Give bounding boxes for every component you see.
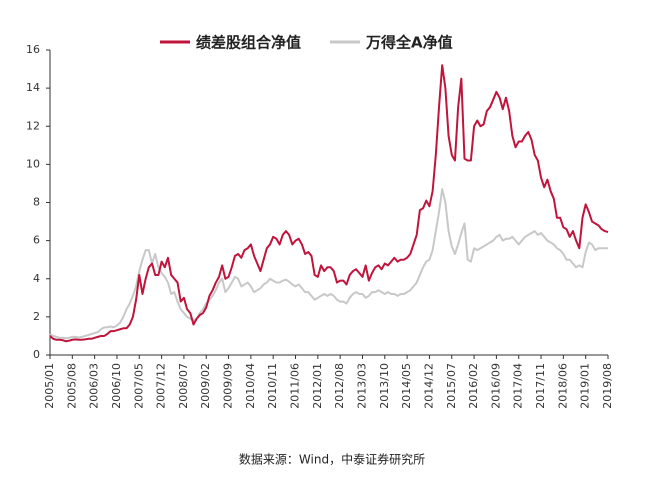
x-tick-label: 2010/04 — [244, 363, 257, 409]
x-tick-label: 2016/02 — [467, 363, 480, 409]
x-tick-label: 2008/07 — [177, 363, 190, 409]
source-note: 数据来源：Wind，中泰证券研究所 — [239, 452, 425, 467]
x-tick-label: 2017/04 — [512, 363, 525, 409]
x-tick-label: 2016/09 — [489, 363, 502, 409]
x-tick-label: 2006/03 — [88, 363, 101, 409]
y-tick-label: 14 — [26, 81, 40, 94]
x-tick-label: 2012/01 — [311, 363, 324, 409]
x-tick-label: 2014/05 — [400, 363, 413, 409]
x-tick-label: 2009/09 — [222, 363, 235, 409]
y-tick-label: 0 — [33, 348, 40, 361]
y-tick-label: 8 — [33, 196, 40, 209]
legend-label: 万得全A净值 — [365, 34, 453, 52]
x-tick-label: 2019/01 — [579, 363, 592, 409]
x-tick-label: 2014/12 — [422, 363, 435, 409]
x-tick-label: 2013/03 — [355, 363, 368, 409]
x-tick-label: 2017/11 — [534, 363, 547, 409]
y-tick-label: 12 — [26, 119, 40, 132]
x-tick-label: 2005/08 — [65, 363, 78, 409]
x-tick-label: 2013/10 — [378, 363, 391, 409]
y-tick-label: 6 — [33, 234, 40, 247]
y-tick-label: 10 — [26, 157, 40, 170]
x-tick-label: 2010/11 — [266, 363, 279, 409]
y-tick-label: 16 — [26, 43, 40, 56]
x-tick-label: 2019/08 — [601, 363, 614, 409]
legend-label: 绩差股组合净值 — [196, 34, 301, 52]
x-tick-label: 2011/06 — [289, 363, 302, 409]
series-line — [49, 188, 608, 340]
x-tick-label: 2005/01 — [43, 363, 56, 409]
x-tick-label: 2015/07 — [445, 363, 458, 409]
x-tick-label: 2012/08 — [333, 363, 346, 409]
series-line — [49, 64, 609, 343]
x-tick-label: 2018/06 — [556, 363, 569, 409]
x-tick-label: 2007/05 — [132, 363, 145, 409]
x-tick-label: 2006/10 — [110, 363, 123, 409]
y-tick-label: 4 — [33, 272, 40, 285]
x-tick-label: 2007/12 — [155, 363, 168, 409]
y-tick-label: 2 — [33, 310, 40, 323]
x-tick-label: 2009/02 — [199, 363, 212, 409]
